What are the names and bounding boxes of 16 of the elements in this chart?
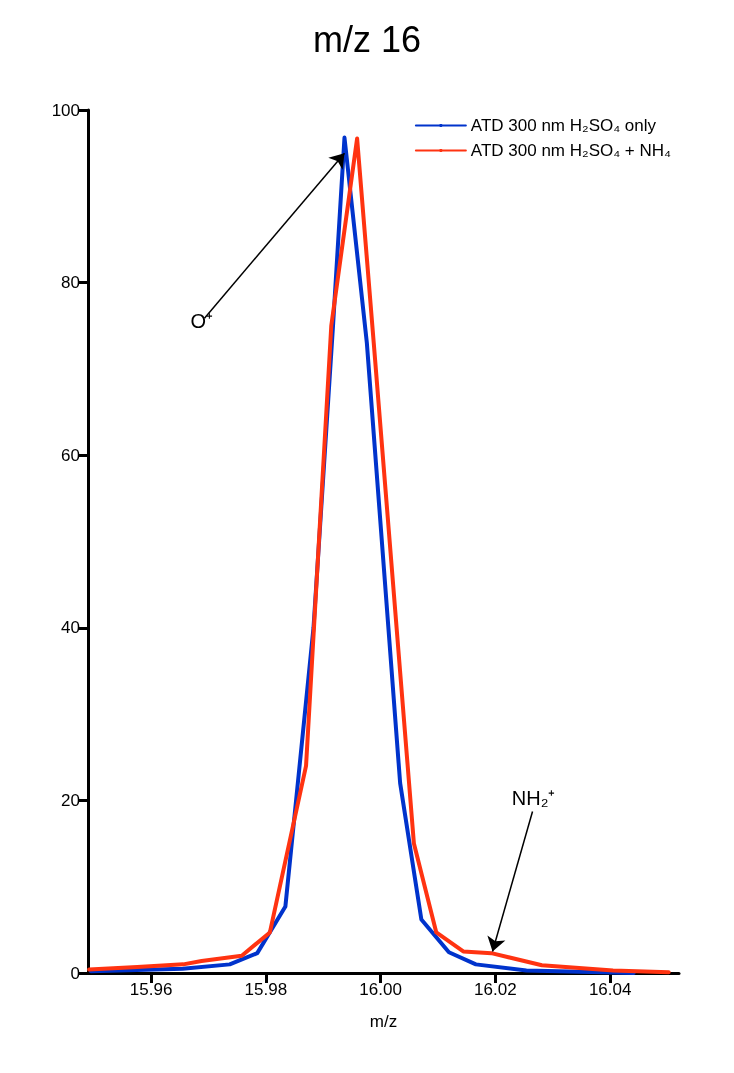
chart-title: m/z 16 [312,18,422,60]
y-tick-label: 100 [51,100,80,120]
x-tick-label: 15.96 [129,980,173,999]
x-tick-label: 16.00 [359,980,402,999]
legend-label: ATD 300 nm H₂SO₄ only [470,116,657,135]
annotation: NH₂⁺ [511,786,556,809]
legend-label: ATD 300 nm H₂SO₄ + NH₄ [470,141,672,160]
x-axis-title: m/z [369,1012,398,1031]
y-tick-label: 60 [61,445,80,465]
y-tick-label: 80 [61,273,80,293]
y-tick-label: 40 [61,618,80,638]
x-tick-label: 16.02 [474,980,517,999]
annotation: O⁺ [190,310,214,333]
x-tick-label: 16.04 [588,980,632,999]
y-tick-label: 20 [61,790,80,810]
x-tick-label: 15.98 [244,980,288,999]
